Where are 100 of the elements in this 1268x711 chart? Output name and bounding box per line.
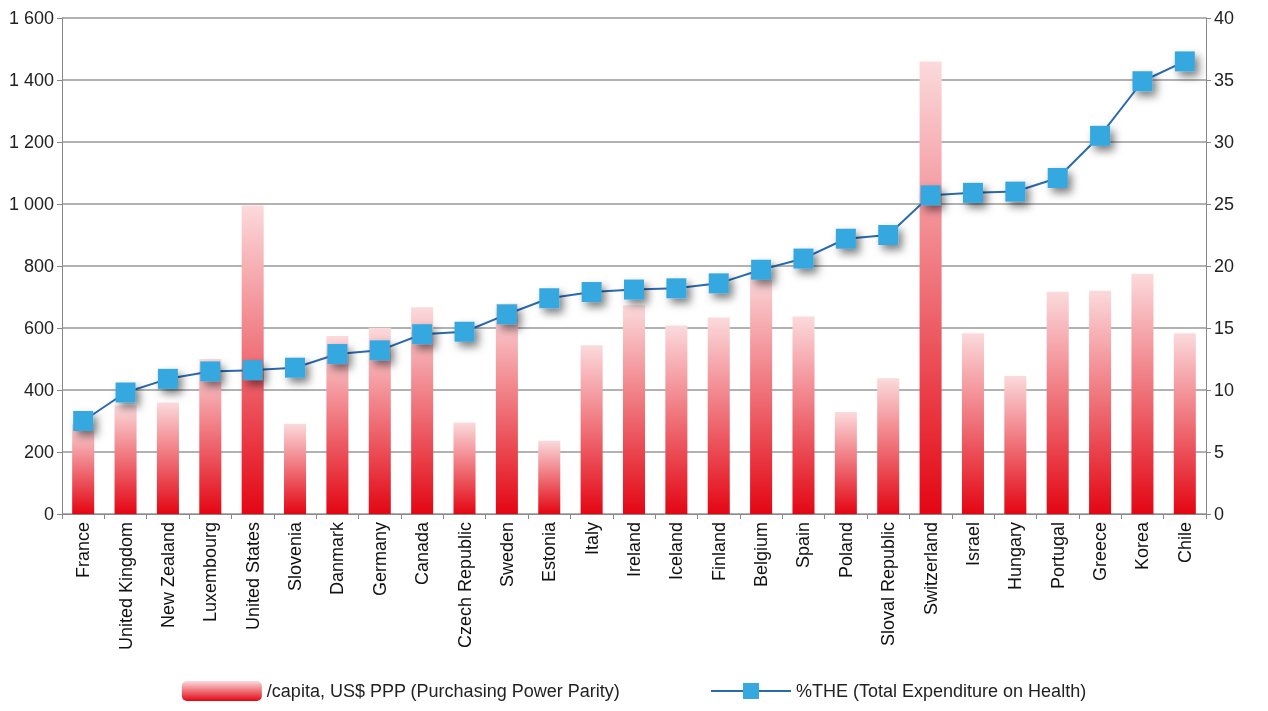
x-tick-label: Belgium (751, 522, 772, 588)
x-tick-label: Sloval Republic (878, 522, 899, 647)
y-tick-label: 1 200 (8, 132, 54, 152)
point (962, 182, 983, 203)
y2-tick-label: 20 (1214, 256, 1235, 276)
x-tick-label: Czech Republic (454, 522, 475, 649)
x-tick-label: Portugal (1047, 522, 1068, 590)
bar (114, 405, 137, 514)
y2-tick-label: 5 (1214, 442, 1225, 462)
point (73, 411, 94, 431)
x-tick-label: Italy (581, 522, 602, 556)
x-tick-label: Sweden (496, 522, 517, 588)
x-tick-label: Korea (1132, 521, 1153, 571)
legend-label: /capita, US$ PPP (Purchasing Power Parity) (266, 681, 620, 701)
point (454, 321, 475, 342)
legend-label: %THE (Total Expenditure on Health) (796, 681, 1087, 701)
point (1047, 167, 1068, 188)
point (878, 225, 899, 245)
bar (961, 333, 984, 514)
y-tick-label: 1 400 (8, 70, 54, 90)
point (581, 282, 602, 303)
bar (792, 316, 815, 514)
bar (707, 317, 730, 514)
y-tick-label: 1 600 (8, 8, 54, 28)
x-tick-label: United States (242, 522, 263, 631)
point (369, 340, 390, 361)
x-tick-label: United Kingdom (115, 522, 136, 651)
y2-tick-label: 0 (1214, 504, 1225, 524)
point (412, 324, 433, 345)
bar (284, 423, 307, 514)
point (666, 278, 687, 299)
point (1005, 181, 1026, 202)
y2-tick-label: 30 (1214, 132, 1235, 152)
y2-tick-label: 35 (1214, 70, 1235, 90)
point (200, 361, 221, 382)
y2-tick-label: 15 (1214, 318, 1235, 338)
point (751, 259, 772, 280)
x-tick-label: Spain (793, 522, 814, 569)
bar (1046, 291, 1069, 514)
y-tick-label: 1 000 (8, 194, 54, 214)
x-tick-label: Estonia (539, 521, 560, 583)
x-tick-label: Israel (962, 522, 983, 567)
x-tick-label: France (73, 522, 94, 579)
point (793, 248, 814, 269)
bar (834, 412, 857, 514)
x-tick-label: Danmark (327, 521, 348, 596)
point (285, 357, 306, 378)
y-tick-label: 200 (23, 442, 54, 462)
bar (495, 303, 518, 514)
bar (241, 205, 264, 514)
bar (580, 345, 603, 514)
bar (1004, 376, 1027, 514)
y-tick-label: 400 (23, 380, 54, 400)
x-tick-label: Luxembourg (200, 522, 221, 623)
point (1132, 71, 1153, 92)
bar (750, 272, 773, 514)
y2-tick-label: 10 (1214, 380, 1235, 400)
bar (156, 402, 179, 514)
point (708, 273, 729, 294)
x-tick-label: Greece (1090, 522, 1111, 582)
bar (919, 61, 942, 514)
bar (538, 440, 561, 514)
x-tick-label: Canada (412, 521, 433, 586)
bar (1089, 290, 1112, 514)
x-tick-label: Slovenia (285, 521, 306, 592)
x-tick-label: Finland (708, 522, 729, 582)
point (539, 288, 560, 309)
x-tick-label: New Zealand (157, 522, 178, 629)
y2-tick-label: 25 (1214, 194, 1235, 214)
x-tick-label: Chile (1174, 522, 1195, 564)
point (835, 228, 856, 249)
x-tick-label: Poland (835, 522, 856, 579)
point (157, 368, 178, 389)
bar (453, 422, 476, 514)
x-tick-label: Iceland (666, 522, 687, 581)
y-tick-label: 600 (23, 318, 54, 338)
point (496, 304, 517, 325)
y2-tick-label: 40 (1214, 8, 1235, 28)
point (327, 344, 348, 365)
bar (665, 325, 688, 514)
point (115, 382, 136, 403)
bar (1173, 333, 1196, 514)
bar (72, 424, 95, 514)
y-tick-label: 800 (23, 256, 54, 276)
point (1090, 125, 1111, 146)
x-tick-label: Switzerland (920, 522, 941, 616)
bar (368, 327, 391, 514)
point (920, 185, 941, 206)
bar (326, 336, 349, 514)
x-tick-label: Ireland (624, 522, 644, 578)
point (624, 279, 644, 300)
bar (877, 378, 900, 514)
bar (411, 307, 434, 514)
x-tick-label: Hungary (1005, 522, 1026, 591)
bar (1131, 273, 1154, 514)
bar (622, 305, 646, 514)
x-tick-label: Germany (369, 522, 390, 597)
y-tick-label: 0 (43, 504, 54, 524)
point (242, 360, 263, 381)
point (1174, 51, 1195, 72)
